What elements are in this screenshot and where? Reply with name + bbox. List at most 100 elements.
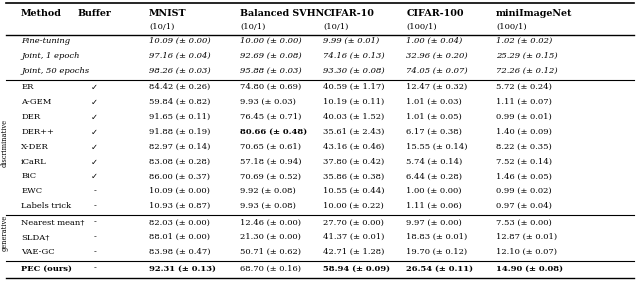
Text: -: - bbox=[93, 233, 96, 241]
Text: MNIST: MNIST bbox=[149, 9, 187, 18]
Text: 74.16 (± 0.13): 74.16 (± 0.13) bbox=[323, 52, 385, 60]
Text: SLDA†: SLDA† bbox=[21, 233, 49, 241]
Text: 1.11 (± 0.06): 1.11 (± 0.06) bbox=[406, 202, 462, 210]
Text: 40.59 (± 1.17): 40.59 (± 1.17) bbox=[323, 83, 385, 91]
Text: 0.99 (± 0.01): 0.99 (± 0.01) bbox=[496, 113, 552, 121]
Text: 9.97 (± 0.00): 9.97 (± 0.00) bbox=[406, 218, 462, 226]
Text: 74.80 (± 0.69): 74.80 (± 0.69) bbox=[240, 83, 301, 91]
Text: A-GEM: A-GEM bbox=[21, 98, 51, 106]
Text: 1.00 (± 0.04): 1.00 (± 0.04) bbox=[406, 37, 463, 45]
Text: DER: DER bbox=[21, 113, 40, 121]
Text: 1.02 (± 0.02): 1.02 (± 0.02) bbox=[496, 37, 552, 45]
Text: 10.00 (± 0.00): 10.00 (± 0.00) bbox=[240, 37, 301, 45]
Text: 68.70 (± 0.16): 68.70 (± 0.16) bbox=[240, 265, 301, 272]
Text: 25.29 (± 0.15): 25.29 (± 0.15) bbox=[496, 52, 557, 60]
Text: -: - bbox=[93, 265, 96, 272]
Text: 86.00 (± 0.37): 86.00 (± 0.37) bbox=[149, 172, 210, 180]
Text: 72.26 (± 0.12): 72.26 (± 0.12) bbox=[496, 67, 557, 75]
Text: ✓: ✓ bbox=[92, 113, 98, 122]
Text: 1.46 (± 0.05): 1.46 (± 0.05) bbox=[496, 172, 552, 180]
Text: discriminative: discriminative bbox=[1, 119, 9, 167]
Text: 21.30 (± 0.00): 21.30 (± 0.00) bbox=[240, 233, 301, 241]
Text: 7.52 (± 0.14): 7.52 (± 0.14) bbox=[496, 158, 552, 165]
Text: 40.03 (± 1.52): 40.03 (± 1.52) bbox=[323, 113, 385, 121]
Text: 93.30 (± 0.08): 93.30 (± 0.08) bbox=[323, 67, 385, 75]
Text: 12.46 (± 0.00): 12.46 (± 0.00) bbox=[240, 218, 301, 226]
Text: Joint, 50 epochs: Joint, 50 epochs bbox=[21, 67, 89, 75]
Text: PEC (ours): PEC (ours) bbox=[21, 265, 72, 272]
Text: Method: Method bbox=[21, 9, 62, 18]
Text: 9.99 (± 0.01): 9.99 (± 0.01) bbox=[323, 37, 380, 45]
Text: 88.01 (± 0.00): 88.01 (± 0.00) bbox=[149, 233, 210, 241]
Text: 9.93 (± 0.08): 9.93 (± 0.08) bbox=[240, 202, 296, 210]
Text: 70.69 (± 0.52): 70.69 (± 0.52) bbox=[240, 172, 301, 180]
Text: 57.18 (± 0.94): 57.18 (± 0.94) bbox=[240, 158, 301, 165]
Text: Buffer: Buffer bbox=[78, 9, 111, 18]
Text: 1.40 (± 0.09): 1.40 (± 0.09) bbox=[496, 128, 552, 136]
Text: miniImageNet: miniImageNet bbox=[496, 9, 573, 18]
Text: ✓: ✓ bbox=[92, 143, 98, 152]
Text: ✓: ✓ bbox=[92, 172, 98, 181]
Text: (100/1): (100/1) bbox=[496, 22, 527, 31]
Text: 82.03 (± 0.00): 82.03 (± 0.00) bbox=[149, 218, 210, 226]
Text: 14.90 (± 0.08): 14.90 (± 0.08) bbox=[496, 265, 563, 272]
Text: 83.08 (± 0.28): 83.08 (± 0.28) bbox=[149, 158, 211, 165]
Text: -: - bbox=[93, 218, 96, 226]
Text: 59.84 (± 0.82): 59.84 (± 0.82) bbox=[149, 98, 211, 106]
Text: -: - bbox=[93, 202, 96, 210]
Text: DER++: DER++ bbox=[21, 128, 54, 136]
Text: 9.92 (± 0.08): 9.92 (± 0.08) bbox=[240, 187, 296, 195]
Text: (10/1): (10/1) bbox=[240, 22, 266, 31]
Text: 0.99 (± 0.02): 0.99 (± 0.02) bbox=[496, 187, 552, 195]
Text: 5.72 (± 0.24): 5.72 (± 0.24) bbox=[496, 83, 552, 91]
Text: 1.01 (± 0.05): 1.01 (± 0.05) bbox=[406, 113, 462, 121]
Text: (100/1): (100/1) bbox=[406, 22, 437, 31]
Text: CIFAR-10: CIFAR-10 bbox=[323, 9, 374, 18]
Text: X-DER: X-DER bbox=[21, 143, 49, 151]
Text: 26.54 (± 0.11): 26.54 (± 0.11) bbox=[406, 265, 474, 272]
Text: (10/1): (10/1) bbox=[323, 22, 349, 31]
Text: 1.11 (± 0.07): 1.11 (± 0.07) bbox=[496, 98, 552, 106]
Text: 32.96 (± 0.20): 32.96 (± 0.20) bbox=[406, 52, 468, 60]
Text: 35.86 (± 0.38): 35.86 (± 0.38) bbox=[323, 172, 385, 180]
Text: ER: ER bbox=[21, 83, 33, 91]
Text: 6.44 (± 0.28): 6.44 (± 0.28) bbox=[406, 172, 462, 180]
Text: iCaRL: iCaRL bbox=[21, 158, 47, 165]
Text: 9.93 (± 0.03): 9.93 (± 0.03) bbox=[240, 98, 296, 106]
Text: 84.42 (± 0.26): 84.42 (± 0.26) bbox=[149, 83, 211, 91]
Text: CIFAR-100: CIFAR-100 bbox=[406, 9, 464, 18]
Text: 10.00 (± 0.22): 10.00 (± 0.22) bbox=[323, 202, 384, 210]
Text: ✓: ✓ bbox=[92, 83, 98, 92]
Text: Labels trick: Labels trick bbox=[21, 202, 71, 210]
Text: 27.70 (± 0.00): 27.70 (± 0.00) bbox=[323, 218, 384, 226]
Text: 7.53 (± 0.00): 7.53 (± 0.00) bbox=[496, 218, 552, 226]
Text: 12.10 (± 0.07): 12.10 (± 0.07) bbox=[496, 248, 557, 256]
Text: 91.65 (± 0.11): 91.65 (± 0.11) bbox=[149, 113, 211, 121]
Text: 42.71 (± 1.28): 42.71 (± 1.28) bbox=[323, 248, 385, 256]
Text: 37.80 (± 0.42): 37.80 (± 0.42) bbox=[323, 158, 385, 165]
Text: 19.70 (± 0.12): 19.70 (± 0.12) bbox=[406, 248, 468, 256]
Text: ✓: ✓ bbox=[92, 98, 98, 107]
Text: 0.97 (± 0.04): 0.97 (± 0.04) bbox=[496, 202, 552, 210]
Text: 76.45 (± 0.71): 76.45 (± 0.71) bbox=[240, 113, 301, 121]
Text: BiC: BiC bbox=[21, 172, 36, 180]
Text: 10.09 (± 0.00): 10.09 (± 0.00) bbox=[149, 37, 211, 45]
Text: -: - bbox=[93, 187, 96, 195]
Text: 50.71 (± 0.62): 50.71 (± 0.62) bbox=[240, 248, 301, 256]
Text: 10.09 (± 0.00): 10.09 (± 0.00) bbox=[149, 187, 210, 195]
Text: 80.66 (± 0.48): 80.66 (± 0.48) bbox=[240, 128, 307, 136]
Text: Fine-tuning: Fine-tuning bbox=[21, 37, 70, 45]
Text: 35.61 (± 2.43): 35.61 (± 2.43) bbox=[323, 128, 385, 136]
Text: 83.98 (± 0.47): 83.98 (± 0.47) bbox=[149, 248, 211, 256]
Text: 41.37 (± 0.01): 41.37 (± 0.01) bbox=[323, 233, 385, 241]
Text: 97.16 (± 0.04): 97.16 (± 0.04) bbox=[149, 52, 211, 60]
Text: 10.19 (± 0.11): 10.19 (± 0.11) bbox=[323, 98, 385, 106]
Text: (10/1): (10/1) bbox=[149, 22, 175, 31]
Text: 58.94 (± 0.09): 58.94 (± 0.09) bbox=[323, 265, 390, 272]
Text: 10.55 (± 0.44): 10.55 (± 0.44) bbox=[323, 187, 385, 195]
Text: 12.87 (± 0.01): 12.87 (± 0.01) bbox=[496, 233, 557, 241]
Text: 91.88 (± 0.19): 91.88 (± 0.19) bbox=[149, 128, 211, 136]
Text: 98.26 (± 0.03): 98.26 (± 0.03) bbox=[149, 67, 211, 75]
Text: Balanced SVHN: Balanced SVHN bbox=[240, 9, 324, 18]
Text: Joint, 1 epoch: Joint, 1 epoch bbox=[21, 52, 79, 60]
